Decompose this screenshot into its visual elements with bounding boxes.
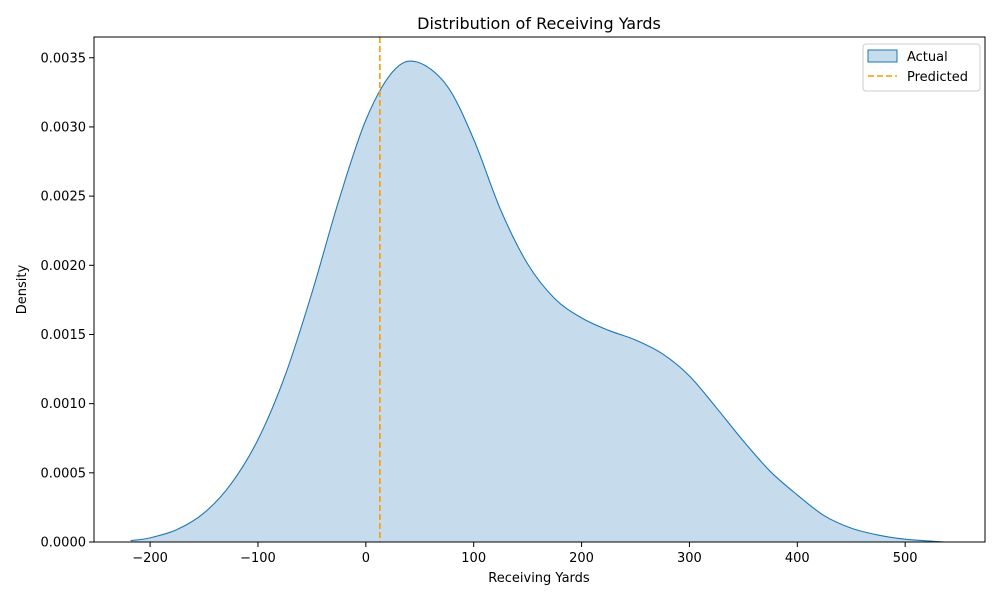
legend-actual-label: Actual — [907, 50, 948, 65]
y-tick-label: 0.0010 — [41, 397, 87, 412]
x-tick-label: 500 — [893, 551, 918, 566]
legend-predicted-label: Predicted — [907, 70, 968, 85]
y-tick-label: 0.0005 — [41, 466, 87, 481]
x-axis: −200 −100 0 100 200 300 400 500 — [132, 542, 918, 566]
y-tick-label: 0.0015 — [41, 328, 87, 343]
x-tick-label: 0 — [362, 551, 370, 566]
x-tick-label: −100 — [240, 551, 276, 566]
y-tick-label: 0.0025 — [41, 190, 87, 205]
y-tick-label: 0.0030 — [41, 120, 87, 135]
x-tick-label: 100 — [461, 551, 486, 566]
y-tick-label: 0.0000 — [41, 536, 87, 551]
plot-frame — [93, 36, 986, 543]
y-axis: 0.0000 0.0005 0.0010 0.0015 0.0020 0.0025 0.00… — [41, 51, 94, 551]
x-tick-label: −200 — [132, 551, 168, 566]
y-axis-title: Density — [15, 264, 30, 314]
legend-actual-swatch — [867, 49, 898, 63]
y-tick-label: 0.0035 — [41, 51, 87, 66]
plot-area — [130, 37, 945, 543]
y-tick-label: 0.0020 — [41, 259, 87, 274]
x-axis-title: Receiving Yards — [488, 571, 590, 586]
legend: Actual Predicted — [862, 43, 981, 92]
x-tick-label: 200 — [569, 551, 594, 566]
chart-title: Distribution of Receiving Yards — [417, 14, 661, 33]
actual-density-fill — [130, 61, 945, 542]
actual-density-line — [130, 60, 945, 543]
x-tick-label: 400 — [785, 551, 810, 566]
x-tick-label: 300 — [677, 551, 702, 566]
